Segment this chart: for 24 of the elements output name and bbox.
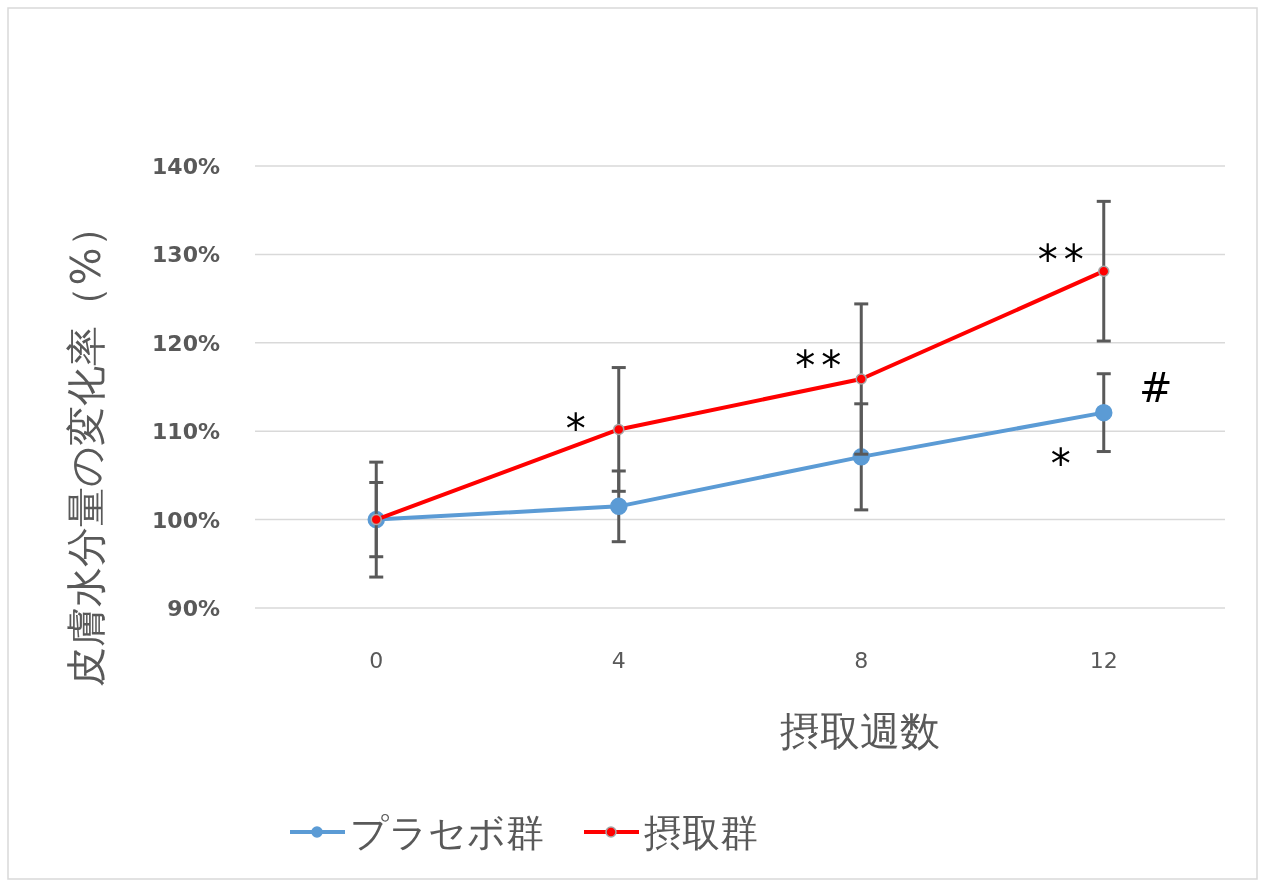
y-tick-label: 100%: [152, 507, 220, 533]
x-tick-label: 0: [369, 648, 384, 673]
annotation: *: [1050, 440, 1077, 487]
annotation: *: [565, 406, 592, 453]
legend-label: プラセボ群: [350, 811, 544, 855]
y-axis-title: 皮膚水分量の変化率（%）: [63, 207, 109, 687]
point: [613, 423, 625, 436]
annotation: **: [1037, 237, 1090, 284]
y-tick-label: 130%: [152, 242, 220, 268]
y-tick-label: 120%: [152, 330, 220, 356]
y-tick-label: 110%: [152, 419, 220, 445]
point: [1098, 265, 1110, 277]
y-tick-label: 140%: [152, 154, 220, 179]
legend-label: 摂取群: [644, 811, 758, 855]
y-tick-label: 90%: [167, 596, 220, 621]
annotation: #: [1138, 365, 1173, 411]
point: [1095, 403, 1113, 422]
point: [610, 497, 628, 516]
point: [855, 373, 867, 385]
x-tick-label: 12: [1089, 648, 1118, 673]
x-axis-title: 摂取週数: [780, 708, 940, 754]
x-tick-label: 8: [854, 648, 869, 673]
x-tick-label: 4: [611, 648, 626, 673]
annotation: **: [795, 342, 848, 389]
